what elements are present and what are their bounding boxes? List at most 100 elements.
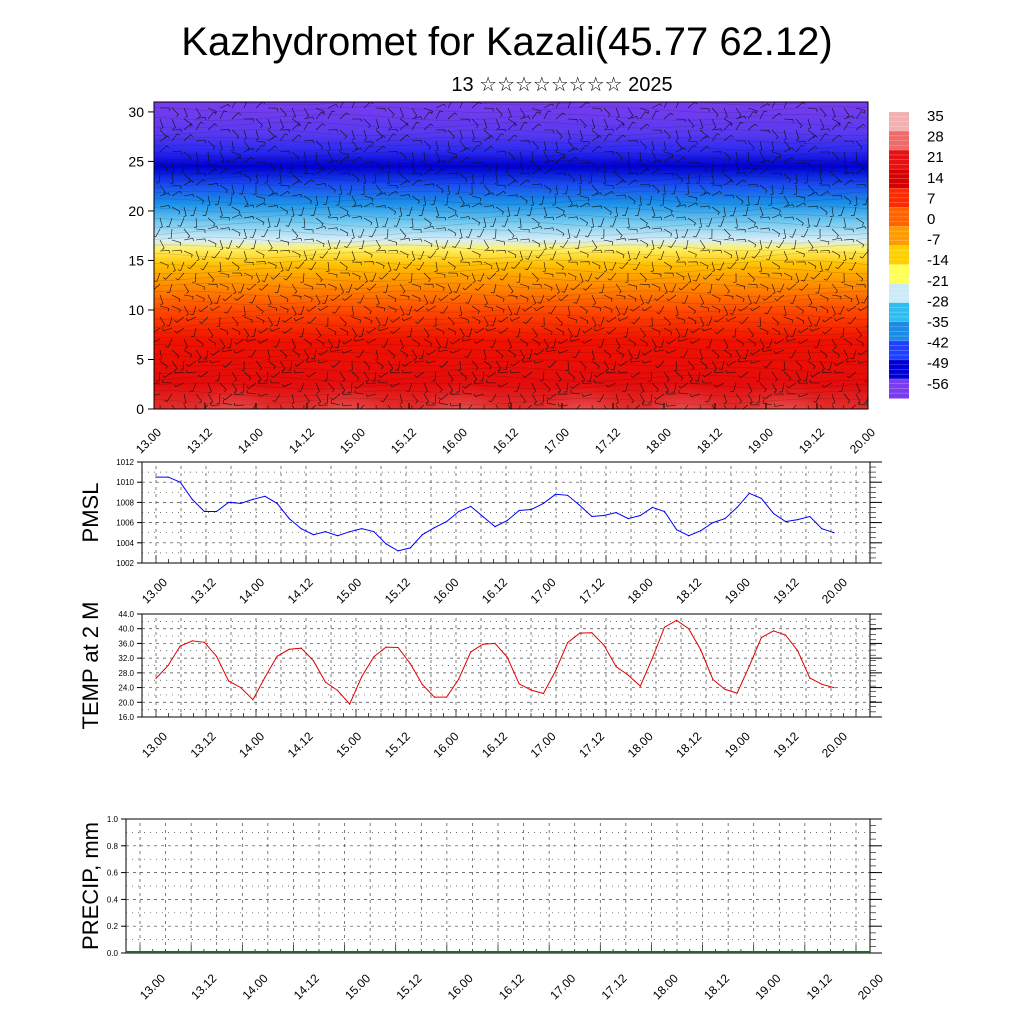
wind-barb [779, 382, 785, 393]
wind-barb [735, 115, 747, 120]
wind-barb [687, 217, 696, 226]
wind-barb [831, 118, 841, 127]
wind-barb [387, 150, 399, 155]
data-point [833, 687, 835, 689]
x-tick-label: 14.12 [285, 729, 316, 760]
wind-barb [603, 404, 607, 409]
wind-barb [230, 140, 234, 152]
wind-barb [678, 389, 689, 395]
wind-barb [174, 370, 185, 374]
wind-barb [513, 305, 521, 315]
wind-barb [651, 151, 657, 162]
wind-barb [531, 382, 537, 394]
wind-barb [648, 371, 653, 382]
wind-barb [847, 316, 857, 325]
wind-barb [603, 239, 614, 246]
wind-barb [822, 369, 833, 373]
wind-barb [723, 194, 735, 198]
wind-barb [207, 225, 219, 230]
wind-barb [419, 349, 425, 360]
data-point [542, 502, 545, 504]
wind-barb [231, 172, 243, 176]
data-point [530, 689, 532, 691]
data-point [567, 642, 569, 644]
wind-barb [154, 327, 161, 333]
wind-barb [831, 237, 843, 241]
wind-barb [243, 316, 253, 324]
wind-barb [651, 140, 655, 152]
wind-barb [606, 327, 617, 334]
wind-barb [699, 249, 710, 253]
wind-barb [611, 360, 617, 371]
wind-barb [783, 118, 794, 123]
wind-barb [507, 338, 513, 350]
wind-barb [615, 294, 626, 300]
wind-barb [375, 294, 380, 306]
wind-barb [339, 214, 351, 219]
wind-barb [473, 338, 485, 344]
wind-barb [239, 184, 245, 195]
wind-barb [735, 393, 742, 404]
wind-barb [482, 217, 487, 229]
wind-barb [483, 135, 494, 142]
wind-barb [462, 283, 473, 291]
wind-barb [390, 316, 401, 323]
wind-barb [774, 338, 785, 345]
wind-barb [819, 250, 830, 254]
contour-line [154, 236, 868, 244]
wind-barb [483, 294, 488, 306]
wind-barb [543, 239, 547, 251]
wind-barb [285, 261, 293, 271]
x-tick-label: 18.12 [694, 425, 725, 456]
wind-barb [303, 162, 308, 174]
wind-barb [183, 338, 188, 350]
wind-barb [279, 239, 290, 246]
wind-barb [387, 206, 396, 215]
wind-barb [243, 272, 253, 280]
wind-barb [759, 206, 764, 218]
wind-barb [795, 140, 806, 145]
wind-barb [279, 404, 283, 409]
wind-barb [231, 316, 239, 327]
wind-barb [499, 272, 509, 281]
wind-barb [798, 338, 809, 344]
wind-barb [745, 151, 750, 163]
wind-barb [267, 145, 278, 153]
warm-cell [298, 339, 395, 409]
wind-barb [843, 162, 848, 174]
wind-barb [699, 316, 705, 328]
wind-barb [507, 228, 515, 239]
wind-barb [651, 327, 661, 335]
y-tick-label: 24.0 [118, 684, 134, 693]
wind-barb [747, 327, 754, 338]
wind-barb [711, 404, 715, 409]
wind-barb [759, 216, 771, 220]
wind-barb [687, 195, 698, 201]
wind-barb [615, 393, 619, 405]
wind-barb [518, 151, 523, 163]
wind-barb [344, 239, 353, 248]
wind-barb [291, 294, 302, 300]
wind-barb [855, 107, 865, 114]
wind-barb [405, 305, 413, 315]
wind-barb [735, 250, 739, 262]
wind-barb [483, 404, 485, 409]
wind-barb [403, 261, 413, 269]
wind-barb [658, 338, 665, 348]
wind-barb [634, 349, 641, 360]
data-point [373, 531, 375, 533]
wind-barb [331, 360, 341, 368]
wind-barb [684, 404, 689, 409]
data-point [228, 680, 230, 682]
wind-barb [687, 144, 697, 153]
wind-barb [447, 172, 459, 176]
wind-barb [723, 305, 729, 317]
x-tick-label: 19.12 [770, 729, 801, 760]
wind-barb [387, 261, 392, 273]
wind-barb [195, 151, 199, 163]
wind-barb [241, 360, 245, 371]
wind-barb [563, 184, 569, 195]
data-point [639, 514, 641, 517]
wind-barb [154, 283, 161, 290]
